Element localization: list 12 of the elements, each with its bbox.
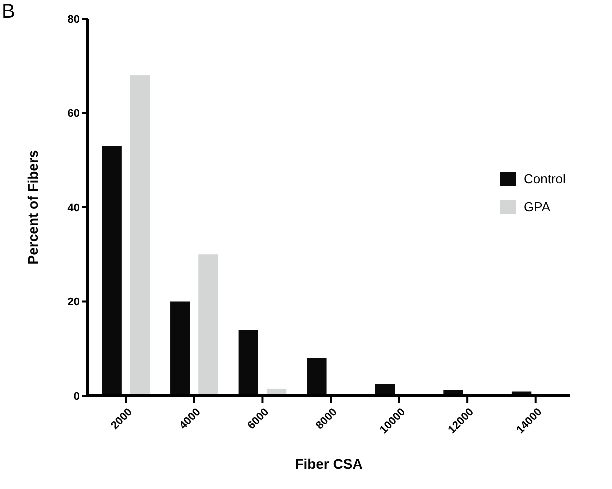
legend-label: Control	[524, 172, 566, 187]
x-axis-title: Fiber CSA	[295, 456, 363, 472]
legend-label: GPA	[524, 200, 551, 215]
y-tick-label: 40	[68, 202, 80, 214]
bar	[198, 254, 218, 396]
bar	[130, 76, 150, 396]
text: B	[2, 1, 16, 23]
y-tick-label: 80	[68, 14, 80, 26]
y-tick-label: 20	[68, 296, 80, 309]
y-tick-label: 0	[74, 390, 80, 403]
y-axis-title: Percent of Fibers	[25, 150, 41, 265]
y-tick-label: 60	[68, 108, 80, 120]
